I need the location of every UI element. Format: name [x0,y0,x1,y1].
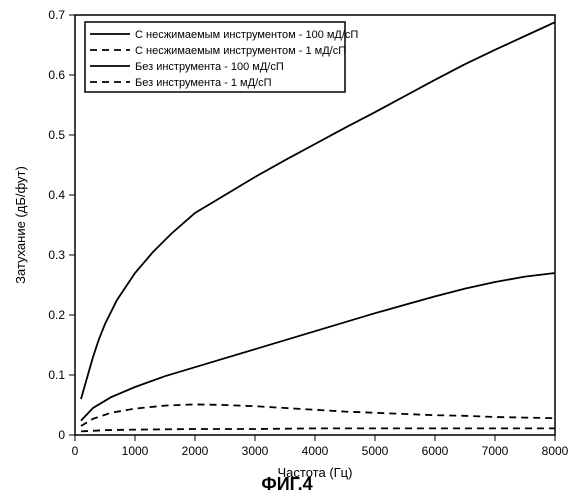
y-tick-label: 0.2 [48,308,65,322]
y-axis-title: Затухание (дБ/фут) [13,166,28,284]
legend-label: С несжимаемым инструментом - 1 мД/сП [135,45,346,57]
series-no-tool-100 [81,273,555,421]
x-tick-label: 5000 [362,444,389,458]
x-tick-label: 6000 [422,444,449,458]
y-tick-label: 0.7 [48,8,65,22]
series-no-tool-1 [81,428,555,431]
y-tick-label: 0.4 [48,188,65,202]
chart-svg: 0 1000 2000 3000 4000 5000 6000 7000 8000 0 0.1 0.2… [0,0,574,500]
legend-label: Без инструмента - 100 мД/сП [135,61,284,73]
x-tick-label: 2000 [182,444,209,458]
legend-label: Без инструмента - 1 мД/сП [135,77,272,89]
x-tick-label: 3000 [242,444,269,458]
y-tick-label: 0.3 [48,248,65,262]
x-tick-label: 8000 [542,444,569,458]
x-tick-label: 4000 [302,444,329,458]
legend-label: С несжимаемым инструментом - 100 мД/сП [135,29,358,41]
x-tick-label: 0 [72,444,79,458]
x-tick-label: 1000 [122,444,149,458]
y-tick-label: 0 [58,428,65,442]
series-with-tool-1 [81,404,555,426]
y-tick-label: 0.6 [48,68,65,82]
y-tick-label: 0.5 [48,128,65,142]
figure-caption: ФИГ.4 [261,474,312,494]
y-tick-label: 0.1 [48,368,65,382]
figure-container: 0 1000 2000 3000 4000 5000 6000 7000 8000 0 0.1 0.2… [0,0,574,500]
x-tick-label: 7000 [482,444,509,458]
